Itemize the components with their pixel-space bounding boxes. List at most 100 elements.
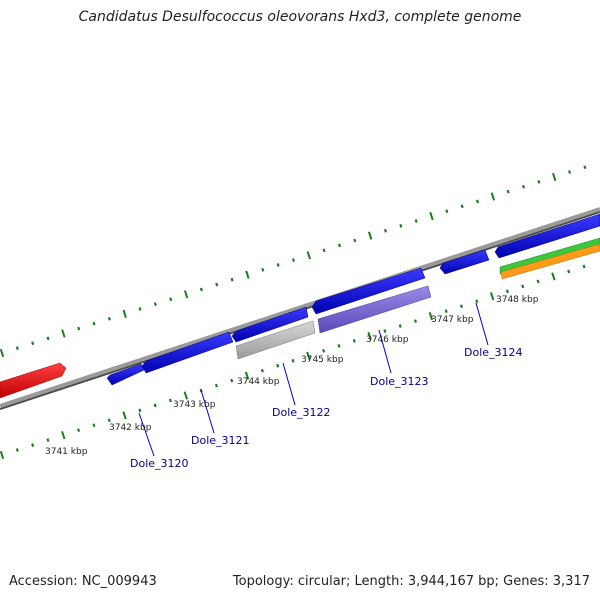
upper-row-major-tick — [122, 309, 127, 318]
lower-row-minor-tick — [398, 324, 402, 328]
upper-row-major-tick — [306, 251, 311, 260]
lower-row-minor-tick — [414, 319, 418, 323]
upper-row-major-tick — [245, 270, 250, 279]
lower-row-major-tick — [61, 431, 66, 440]
upper-row-minor-tick — [138, 307, 142, 311]
lower-row-minor-tick — [505, 289, 509, 294]
lower-row-minor-tick — [521, 284, 525, 289]
upper-row-minor-tick — [522, 184, 526, 189]
gene-arrow-blue-6[interactable] — [494, 213, 600, 259]
upper-row-minor-tick — [291, 258, 295, 262]
lower-row-minor-tick — [475, 299, 479, 304]
kbp-label-3745: 3745 kbp — [301, 355, 344, 365]
lower-row-minor-tick — [31, 443, 35, 447]
lower-row-major-tick — [367, 331, 372, 341]
upper-row-minor-tick — [537, 179, 541, 184]
lower-tick-row — [0, 264, 586, 460]
lower-row-minor-tick — [260, 368, 264, 373]
lower-row-minor-tick — [214, 383, 218, 388]
lower-row-minor-tick — [153, 403, 157, 408]
upper-row-minor-tick — [31, 341, 35, 346]
gene-arrow-blue-1[interactable] — [106, 363, 145, 386]
gene-label-dole-3120[interactable]: Dole_3120 — [130, 457, 189, 470]
upper-row-minor-tick — [46, 336, 50, 341]
lower-row-major-tick — [306, 351, 311, 360]
upper-row-minor-tick — [353, 238, 357, 243]
upper-row-major-tick — [61, 329, 66, 338]
upper-row-minor-tick — [107, 316, 111, 321]
lower-row-minor-tick — [15, 448, 19, 452]
kbp-label-3747: 3747 kbp — [431, 315, 474, 325]
accession-text: Accession: NC_009943 — [9, 574, 157, 589]
gene-arrow-blue-3[interactable] — [231, 306, 309, 343]
genome-backbone — [0, 207, 600, 408]
lower-row-minor-tick — [291, 358, 295, 363]
upper-row-minor-tick — [92, 321, 96, 326]
upper-row-minor-tick — [153, 302, 157, 306]
upper-row-major-tick — [0, 348, 5, 358]
upper-row-minor-tick — [337, 243, 342, 248]
upper-row-minor-tick — [506, 189, 510, 194]
upper-row-major-tick — [367, 231, 373, 240]
upper-row-major-tick — [183, 290, 189, 299]
gene-arrow-blue-4[interactable] — [311, 267, 426, 315]
gene-bar-orange[interactable] — [500, 243, 600, 280]
lower-row-minor-tick — [138, 408, 142, 413]
upper-row-minor-tick — [475, 199, 480, 204]
lower-row-minor-tick — [46, 438, 50, 442]
upper-row-minor-tick — [568, 170, 572, 174]
lower-row-major-tick — [551, 272, 556, 281]
upper-row-minor-tick — [230, 277, 234, 282]
lower-row-minor-tick — [322, 348, 326, 353]
gene-label-dole-3124[interactable]: Dole_3124 — [464, 346, 523, 359]
upper-row-minor-tick — [583, 165, 587, 170]
lower-row-minor-tick — [536, 279, 540, 284]
upper-row-major-tick — [490, 192, 496, 201]
gene-bar-purple[interactable] — [317, 285, 432, 334]
lower-row-minor-tick — [459, 304, 464, 309]
gene-arrow-blue-2[interactable] — [141, 331, 234, 374]
lower-row-major-tick — [183, 391, 188, 400]
upper-row-minor-tick — [399, 223, 403, 228]
gene-arrow-red[interactable] — [0, 362, 67, 399]
lower-row-minor-tick — [230, 378, 234, 383]
kbp-label-3743: 3743 kbp — [173, 400, 216, 410]
upper-row-minor-tick — [261, 268, 265, 272]
upper-row-minor-tick — [169, 297, 173, 302]
map-title: Candidatus Desulfococcus oleovorans Hxd3… — [78, 9, 522, 25]
lower-row-minor-tick — [337, 344, 341, 348]
lower-row-minor-tick — [582, 264, 586, 269]
kbp-label-3744: 3744 kbp — [237, 377, 280, 387]
gene-label-dole-3123[interactable]: Dole_3123 — [370, 375, 429, 388]
upper-row-major-tick — [429, 211, 434, 221]
lower-row-minor-tick — [567, 269, 571, 274]
lower-row-minor-tick — [444, 309, 448, 314]
lower-row-major-tick — [0, 450, 5, 460]
lower-row-minor-tick — [77, 428, 81, 433]
upper-tick-row — [0, 165, 587, 358]
gene-label-dole-3122[interactable]: Dole_3122 — [272, 406, 331, 419]
kbp-label-3741: 3741 kbp — [45, 447, 88, 457]
lower-row-major-tick — [122, 411, 127, 420]
lower-row-major-tick — [489, 292, 495, 301]
upper-row-minor-tick — [215, 282, 219, 287]
lower-row-minor-tick — [383, 329, 387, 333]
upper-row-minor-tick — [322, 248, 326, 253]
lower-row-major-tick — [428, 312, 434, 321]
kbp-label-3742: 3742 kbp — [109, 423, 152, 433]
upper-row-major-tick — [552, 172, 557, 182]
lower-row-minor-tick — [276, 363, 280, 368]
upper-row-minor-tick — [199, 287, 203, 292]
upper-row-minor-tick — [445, 209, 449, 214]
lower-row-minor-tick — [352, 339, 356, 343]
gene-label-dole-3121[interactable]: Dole_3121 — [191, 434, 250, 447]
gene-bar-grey[interactable] — [235, 320, 316, 360]
lower-row-minor-tick — [168, 398, 173, 403]
upper-row-minor-tick — [460, 204, 464, 209]
upper-row-minor-tick — [383, 228, 388, 233]
kbp-label-3746: 3746 kbp — [366, 335, 409, 345]
gene-arrow-blue-5[interactable] — [439, 249, 490, 275]
upper-row-minor-tick — [414, 219, 418, 223]
lower-row-minor-tick — [107, 418, 111, 423]
